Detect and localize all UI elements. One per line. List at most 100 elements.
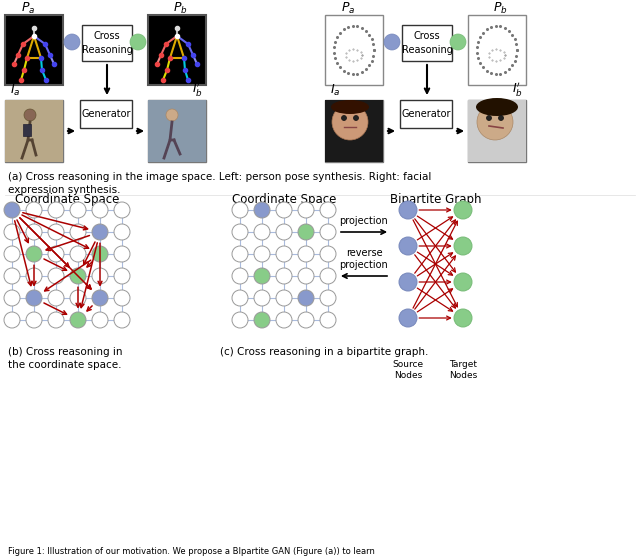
Text: $I_b'$: $I_b'$ [511,81,522,99]
Circle shape [48,268,64,284]
Circle shape [70,246,86,262]
Bar [148,100,206,162]
Text: Figure 1: Illustration of our motivation. We propose a BIpartite GAN (Figure (a): Figure 1: Illustration of our motivation… [8,547,375,556]
Text: Cross
Reasoning: Cross Reasoning [401,31,452,55]
Bar [325,100,383,162]
Circle shape [320,202,336,218]
Circle shape [454,237,472,255]
Bar [148,15,206,85]
Bar [23,124,31,136]
Circle shape [298,312,314,328]
Circle shape [26,224,42,240]
Bar [325,15,383,85]
Text: Target
Nodes: Target Nodes [449,360,477,380]
Text: $P_a$: $P_a$ [341,1,355,16]
Circle shape [48,290,64,306]
Circle shape [399,201,417,219]
Circle shape [70,202,86,218]
Circle shape [4,202,20,218]
Circle shape [232,290,248,306]
Circle shape [92,290,108,306]
Circle shape [70,290,86,306]
Text: (b) Cross reasoning in
the coordinate space.: (b) Cross reasoning in the coordinate sp… [8,347,122,370]
Circle shape [70,312,86,328]
Text: $P_b$: $P_b$ [173,1,188,16]
Circle shape [48,312,64,328]
Circle shape [298,268,314,284]
Circle shape [92,224,108,240]
Circle shape [276,224,292,240]
Circle shape [450,34,466,50]
Text: $P_a$: $P_a$ [21,1,35,16]
Circle shape [48,224,64,240]
Circle shape [320,290,336,306]
Circle shape [64,34,80,50]
Circle shape [298,246,314,262]
Circle shape [232,202,248,218]
Circle shape [26,246,42,262]
Circle shape [4,312,20,328]
Circle shape [320,246,336,262]
Circle shape [454,201,472,219]
Circle shape [114,202,130,218]
Circle shape [92,246,108,262]
Circle shape [276,290,292,306]
Text: Coordinate Space: Coordinate Space [232,194,336,206]
Circle shape [399,309,417,327]
Circle shape [320,224,336,240]
Circle shape [48,202,64,218]
Circle shape [26,202,42,218]
Circle shape [26,290,42,306]
Circle shape [254,224,270,240]
Bar [5,100,63,162]
Circle shape [276,268,292,284]
Circle shape [114,224,130,240]
Circle shape [454,273,472,291]
Circle shape [26,268,42,284]
Circle shape [4,224,20,240]
Circle shape [92,202,108,218]
Ellipse shape [476,98,518,116]
Circle shape [4,268,20,284]
Text: (c) Cross reasoning in a bipartite graph.: (c) Cross reasoning in a bipartite graph… [220,347,428,357]
Circle shape [232,246,248,262]
Bar [468,100,526,162]
Circle shape [399,237,417,255]
Circle shape [232,224,248,240]
Circle shape [276,312,292,328]
Text: reverse
projection: reverse projection [340,248,388,270]
Circle shape [4,290,20,306]
Circle shape [114,268,130,284]
Text: (a) Cross reasoning in the image space. Left: person pose synthesis. Right: faci: (a) Cross reasoning in the image space. … [8,172,431,195]
Bar [325,100,383,162]
Circle shape [384,34,400,50]
Text: Source
Nodes: Source Nodes [392,360,424,380]
Circle shape [254,202,270,218]
Circle shape [254,268,270,284]
Text: $I_b'$: $I_b'$ [191,81,202,99]
Bar [5,15,63,85]
Circle shape [454,309,472,327]
Circle shape [254,290,270,306]
Text: $P_b$: $P_b$ [493,1,508,16]
Circle shape [232,312,248,328]
Bar [5,100,63,162]
Circle shape [92,312,108,328]
Circle shape [92,268,108,284]
Circle shape [24,109,36,121]
Bar [402,25,452,61]
Circle shape [70,224,86,240]
Circle shape [332,104,368,140]
Circle shape [232,268,248,284]
Bar [148,100,206,162]
Circle shape [342,116,346,121]
Circle shape [298,290,314,306]
Circle shape [4,246,20,262]
Bar [468,100,526,162]
Ellipse shape [331,100,369,114]
Bar [82,25,132,61]
Circle shape [254,312,270,328]
Circle shape [114,312,130,328]
Text: Cross
Reasoning: Cross Reasoning [81,31,132,55]
Circle shape [320,312,336,328]
